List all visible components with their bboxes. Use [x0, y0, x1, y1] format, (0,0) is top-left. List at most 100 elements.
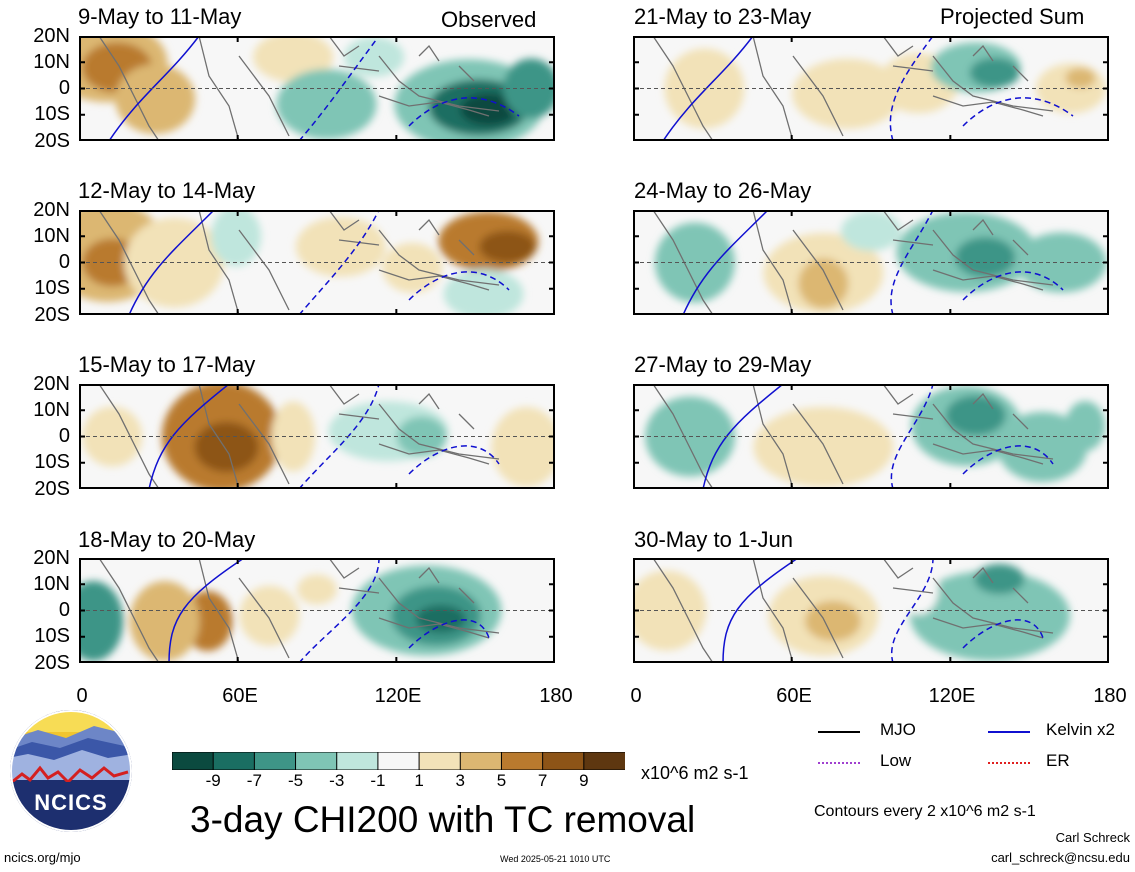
colorbar-swatch — [542, 751, 585, 771]
legend-swatch-kelvin — [988, 731, 1030, 733]
kelvin-contour-negative — [408, 445, 500, 475]
anomaly-region — [297, 574, 337, 605]
lon-label-right: 120E — [928, 685, 976, 707]
lat-label: 20N — [33, 25, 70, 47]
coastline — [98, 36, 500, 141]
legend-label-mjo: MJO — [880, 720, 916, 739]
anomaly-region — [295, 216, 386, 277]
map-panel — [633, 558, 1109, 663]
kelvin-contour — [682, 210, 769, 315]
map-panel — [633, 384, 1109, 489]
colorbar-swatch — [418, 751, 462, 771]
colorbar-tick: -5 — [287, 771, 304, 790]
panel-title-right-2: 24-May to 26-May — [634, 178, 812, 203]
kelvin-contour-negative — [890, 210, 934, 315]
lat-label: 10N — [33, 51, 70, 73]
lat-label: 0 — [58, 425, 70, 447]
anomaly-region — [910, 570, 1070, 661]
kelvin-contour-negative — [889, 36, 934, 141]
author: Carl Schreck — [1055, 830, 1130, 845]
panel-title-right-4: 30-May to 1-Jun — [634, 527, 793, 552]
legend-label-er: ER — [1046, 751, 1070, 770]
kelvin-contour — [722, 558, 799, 663]
timestamp: Wed 2025-05-21 1010 UTC — [500, 854, 611, 864]
anomaly-region — [1065, 68, 1096, 88]
map-panel — [79, 384, 555, 489]
ncics-logo: NCICS — [8, 708, 134, 834]
colorbar-tick: -1 — [370, 771, 386, 790]
map-panel — [633, 210, 1109, 315]
kelvin-contour-negative — [408, 97, 520, 127]
lat-label: 10S — [34, 277, 70, 299]
kelvin-contour-negative — [962, 619, 1044, 649]
anomaly-region — [194, 422, 259, 472]
panel-title-left-2: 12-May to 14-May — [78, 178, 256, 203]
lon-label-left: 180 — [539, 685, 573, 707]
kelvin-contour-negative — [298, 36, 380, 141]
colorbar-tick: -3 — [329, 771, 345, 790]
legend-label-kelvin: Kelvin x2 — [1046, 720, 1115, 739]
lat-label: 20S — [34, 478, 70, 500]
coastline — [932, 218, 1044, 291]
site-link[interactable]: ncics.org/mjo — [4, 850, 81, 865]
colorbar-tick: 9 — [579, 771, 589, 790]
lat-label: 0 — [58, 251, 70, 273]
author-email[interactable]: carl_schreck@ncsu.edu — [991, 850, 1130, 865]
kelvin-contour-negative — [408, 271, 510, 301]
colorbar — [171, 751, 626, 771]
anomaly-region — [382, 242, 443, 293]
legend-label-low: Low — [880, 751, 912, 770]
lon-label-right: 60E — [776, 685, 812, 707]
kelvin-contour-negative — [298, 210, 380, 315]
lat-label: 20N — [33, 199, 70, 221]
colorbar-swatch — [212, 751, 256, 771]
kelvin-contour — [168, 558, 245, 663]
kelvin-contour — [662, 36, 754, 141]
coastline — [932, 566, 1044, 639]
lat-label: 20N — [33, 547, 70, 569]
lat-label: 0 — [58, 599, 70, 621]
lon-label-right: 180 — [1093, 685, 1127, 707]
anomaly-region — [841, 211, 901, 251]
legend-swatch-er — [988, 762, 1030, 764]
panel-title-right-1: 21-May to 23-May — [634, 4, 812, 29]
anomaly-region — [969, 57, 1020, 88]
lat-label: 10N — [33, 399, 70, 421]
product-title: 3-day CHI200 with TC removal — [190, 799, 696, 840]
lat-label: 20S — [34, 130, 70, 152]
map-panel — [79, 558, 555, 663]
colorbar-units: x10^6 m2 s-1 — [641, 763, 749, 783]
lon-label-right: 0 — [630, 685, 642, 707]
kelvin-contour-negative — [962, 271, 1064, 301]
anomaly-region — [798, 258, 849, 309]
lat-label: 10S — [34, 625, 70, 647]
kelvin-contour-negative — [890, 558, 934, 663]
kelvin-contour — [148, 384, 230, 489]
coastline — [378, 392, 490, 465]
lon-label-left: 0 — [76, 685, 88, 707]
lat-label: 10S — [34, 103, 70, 125]
kelvin-contour — [702, 384, 784, 489]
anomaly-region — [124, 217, 225, 308]
anomaly-region — [211, 210, 262, 267]
anomaly-region — [129, 581, 200, 661]
anomaly-region — [997, 412, 1088, 482]
kelvin-contour-negative — [962, 445, 1054, 475]
colorbar-tick: 3 — [455, 771, 465, 790]
kelvin-contour — [108, 36, 200, 141]
map-panel — [79, 36, 555, 141]
colorbar-swatch — [377, 751, 421, 771]
anomaly-region — [276, 69, 377, 140]
kelvin-contour-negative — [890, 384, 934, 489]
lat-label: 10N — [33, 573, 70, 595]
anomaly-region — [753, 407, 894, 487]
coastline — [932, 392, 1044, 465]
lat-label: 20S — [34, 652, 70, 674]
kelvin-contour — [128, 210, 215, 315]
observed-header: Observed — [441, 7, 537, 32]
anomaly-region — [955, 237, 1016, 278]
panel-title-left-4: 18-May to 20-May — [78, 527, 256, 552]
kelvin-contour-negative — [298, 558, 380, 663]
lat-label: 10N — [33, 225, 70, 247]
panel-title-right-3: 27-May to 29-May — [634, 352, 812, 377]
